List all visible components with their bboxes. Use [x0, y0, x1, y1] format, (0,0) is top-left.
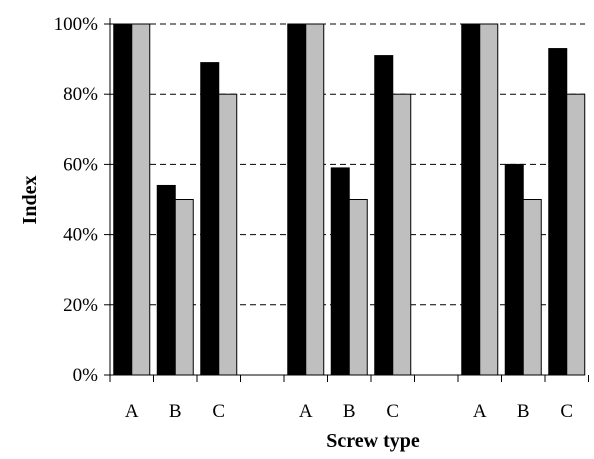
bar — [566, 93, 586, 376]
x-tick-label: B — [517, 401, 530, 422]
y-tick-label: 100% — [54, 14, 99, 35]
y-tick-label: 0% — [73, 365, 99, 386]
x-axis-title: Screw type — [326, 430, 420, 452]
bar — [479, 23, 499, 376]
bar — [374, 55, 394, 376]
x-tick-label: C — [560, 401, 573, 422]
axes — [104, 18, 589, 382]
x-tick-label: A — [299, 401, 313, 422]
bar — [392, 93, 412, 376]
bar — [522, 199, 542, 376]
y-tick-label: 20% — [63, 295, 98, 316]
bar — [174, 199, 194, 376]
x-tick-label: B — [169, 401, 182, 422]
y-tick-label: 60% — [63, 154, 98, 175]
y-tick-label: 80% — [63, 84, 98, 105]
bar — [461, 23, 481, 376]
bar — [348, 199, 368, 376]
bar — [131, 23, 151, 376]
bar — [330, 167, 350, 376]
x-tick-label: B — [343, 401, 356, 422]
bar — [305, 23, 325, 376]
y-tick-labels: 0% 20% 40% 60% 80% 100% — [54, 14, 99, 386]
bar — [504, 163, 524, 376]
bar — [200, 62, 220, 376]
bar — [113, 23, 133, 376]
x-tick-label: C — [386, 401, 399, 422]
x-tick-label: C — [212, 401, 225, 422]
bars — [113, 23, 586, 376]
bar — [156, 184, 176, 376]
y-tick-label: 40% — [63, 225, 98, 246]
x-tick-label: A — [125, 401, 139, 422]
x-tick-label: A — [473, 401, 487, 422]
bar — [287, 23, 307, 376]
bar — [218, 93, 238, 376]
bar — [548, 48, 568, 376]
y-axis-title: Index — [19, 176, 41, 225]
